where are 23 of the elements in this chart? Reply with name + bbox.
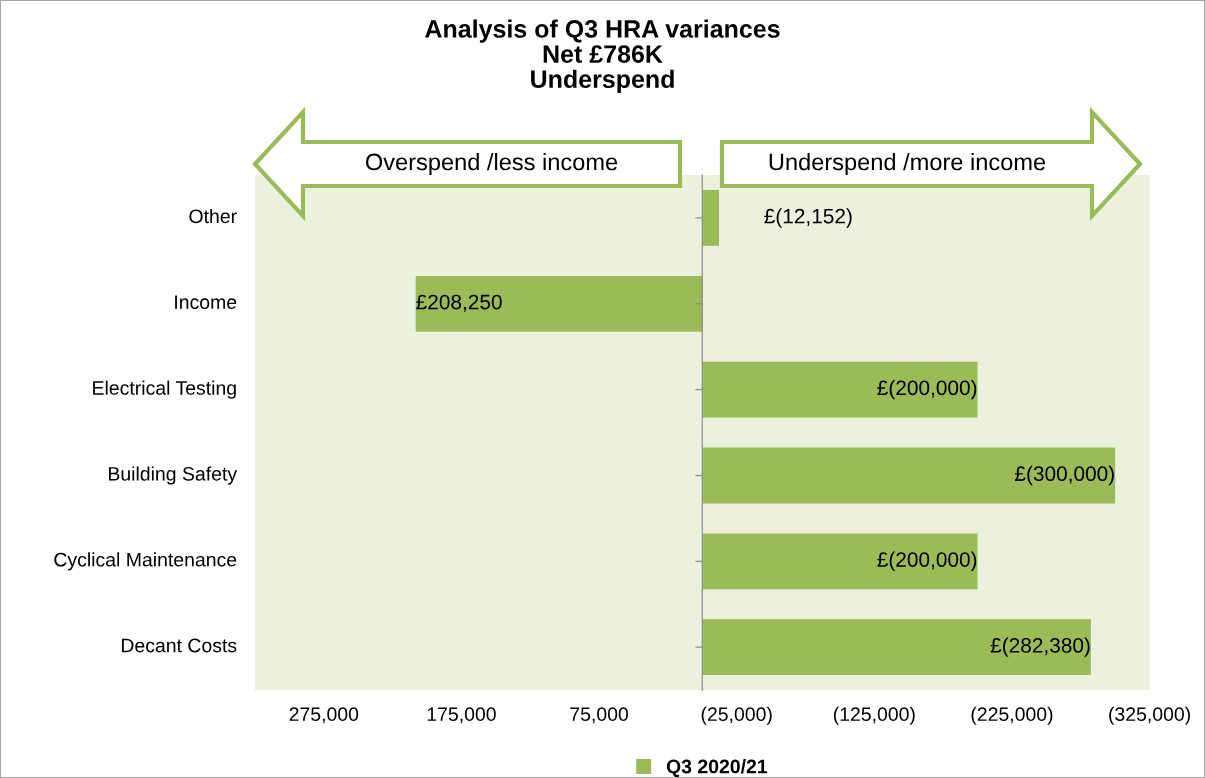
x-tick-label: 75,000	[570, 707, 629, 724]
y-tick-label: Other	[189, 208, 237, 224]
text: £(200,000)	[877, 379, 977, 400]
text: £(12,152)	[764, 208, 852, 228]
text: Overspend /less income	[365, 153, 618, 176]
text: £(282,380)	[990, 637, 1090, 657]
x-tick-label: (25,000)	[701, 706, 772, 725]
y-tick-label: Decant Costs	[121, 638, 237, 653]
x-tick-label: (225,000)	[971, 706, 1053, 725]
text: £(200,000)	[877, 551, 977, 572]
text: £(300,000)	[1014, 465, 1114, 486]
legend-label: Q3 2020/21	[666, 759, 768, 778]
x-tick-label: 275,000	[289, 707, 359, 724]
y-tick-label: Cyclical Maintenance	[54, 552, 237, 571]
chart-title: Analysis of Q3 HRA variances Net £786K Underspend	[425, 19, 780, 93]
y-tick-label: Building Safety	[108, 466, 238, 485]
x-tick-label: (125,000)	[833, 706, 915, 725]
text: Underspend /more income	[769, 153, 1046, 176]
text: £208,250	[416, 294, 502, 312]
y-tick-label: Electrical Testing	[93, 380, 236, 399]
y-tick-label: Income	[175, 295, 237, 310]
x-tick-label: (325,000)	[1109, 706, 1190, 725]
x-tick-label: 175,000	[427, 707, 496, 724]
